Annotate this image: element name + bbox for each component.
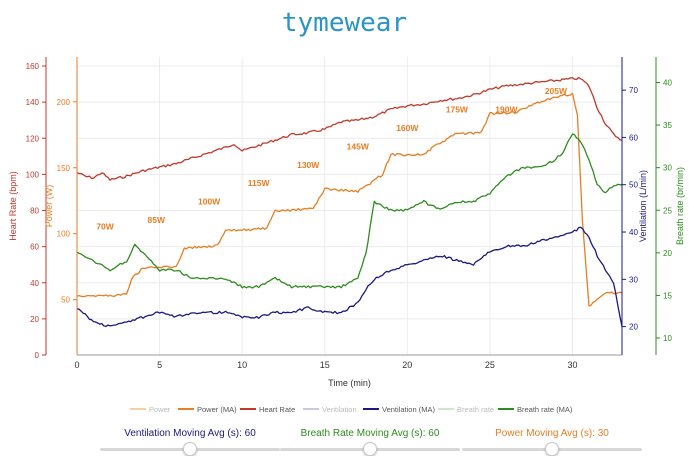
x-axis-title: Time (min) xyxy=(328,378,371,388)
breath-rate-slider-block: Breath Rate Moving Avg (s): 60 xyxy=(280,428,460,456)
power-step-label: 160W xyxy=(396,123,419,133)
legend-label: Power (MA) xyxy=(197,405,237,414)
x-tick-label: 20 xyxy=(402,360,412,370)
legend-item[interactable]: Ventilation xyxy=(303,405,357,414)
breath-rate-tick-label: 15 xyxy=(663,291,672,300)
power-step-label: 115W xyxy=(248,178,271,188)
legend-label: Power xyxy=(149,405,171,414)
breath-rate-slider[interactable] xyxy=(280,441,460,456)
x-tick-label: 25 xyxy=(485,360,495,370)
heart-rate-tick-label: 140 xyxy=(26,98,40,107)
heart-rate-tick-label: 120 xyxy=(26,134,40,143)
power-step-label: 190W xyxy=(495,104,518,114)
x-tick-label: 10 xyxy=(237,360,247,370)
power-slider-block: Power Moving Avg (s): 30 xyxy=(462,428,642,456)
heart-rate-tick-label: 100 xyxy=(26,170,40,179)
series-heart-rate xyxy=(76,76,623,181)
ventilation-slider-block: Ventilation Moving Avg (s): 60 xyxy=(100,428,280,456)
ventilation-slider-label: Ventilation Moving Avg (s): 60 xyxy=(124,428,256,439)
x-tick-label: 5 xyxy=(157,360,162,370)
legend-label: Breath rate xyxy=(457,405,494,414)
breath-rate-slider-label: Breath Rate Moving Avg (s): 60 xyxy=(300,428,440,439)
power-tick-label: 200 xyxy=(57,98,71,107)
chart: 0 5 10 15 20 25 30 0 20 40 60 80 100 120 140 160 Heart R… xyxy=(8,57,685,414)
app-title: tymewear xyxy=(281,8,408,38)
power-axis-title: Power (W) xyxy=(44,185,54,228)
ventilation-tick-label: 60 xyxy=(629,133,638,142)
series-layer xyxy=(76,76,623,328)
legend-item[interactable]: Breath rate (MA) xyxy=(498,405,573,414)
power-step-label: 130W xyxy=(297,160,320,170)
x-tick-label: 30 xyxy=(567,360,577,370)
ventilation-axis-title: Ventilation (L/min) xyxy=(638,170,648,242)
axes: 0 5 10 15 20 25 30 0 20 40 60 80 100 120 140 160 Heart R… xyxy=(8,57,685,388)
ventilation-tick-label: 40 xyxy=(629,228,638,237)
power-step-label: 205W xyxy=(545,86,568,96)
ventilation-tick-label: 30 xyxy=(629,275,638,284)
legend-item[interactable]: Power xyxy=(130,405,171,414)
power-step-label: 145W xyxy=(347,141,370,151)
legend-label: Ventilation xyxy=(322,405,357,414)
x-tick-label: 15 xyxy=(320,360,330,370)
heart-rate-tick-label: 0 xyxy=(35,351,40,360)
power-tick-label: 50 xyxy=(61,296,70,305)
x-tick-label: 0 xyxy=(74,360,79,370)
ventilation-tick-label: 70 xyxy=(629,86,638,95)
heart-rate-tick-label: 160 xyxy=(26,62,40,71)
breath-rate-tick-label: 25 xyxy=(663,206,672,215)
legend-item[interactable]: Heart Rate xyxy=(240,405,295,414)
heart-rate-tick-label: 80 xyxy=(30,207,39,216)
power-slider[interactable] xyxy=(462,441,642,456)
ventilation-tick-label: 20 xyxy=(629,323,638,332)
legend-item[interactable]: Breath rate xyxy=(438,405,494,414)
power-step-label: 100W xyxy=(198,197,221,207)
heart-rate-tick-label: 20 xyxy=(30,315,39,324)
power-step-label: 85W xyxy=(148,215,166,225)
breath-rate-tick-label: 40 xyxy=(663,79,672,88)
legend-label: Breath rate (MA) xyxy=(517,405,573,414)
breath-rate-tick-label: 20 xyxy=(663,249,672,258)
ventilation-tick-label: 50 xyxy=(629,181,638,190)
breath-rate-tick-label: 30 xyxy=(663,164,672,173)
power-tick-label: 100 xyxy=(57,230,71,239)
series-power-ma xyxy=(76,92,623,307)
slider-knob[interactable] xyxy=(545,442,559,456)
power-tick-label: 150 xyxy=(57,164,71,173)
power-step-label: 175W xyxy=(446,104,469,114)
heart-rate-axis-title: Heart Rate (bpm) xyxy=(8,171,18,241)
slider-knob[interactable] xyxy=(183,442,197,456)
series-ventilation-ma xyxy=(76,226,623,328)
legend-label: Heart Rate xyxy=(259,405,295,414)
power-slider-label: Power Moving Avg (s): 30 xyxy=(495,428,609,439)
power-step-label: 70W xyxy=(96,222,114,232)
legend[interactable]: Power Power (MA) Heart Rate Ventilation Vent… xyxy=(130,405,573,414)
slider-knob[interactable] xyxy=(363,442,377,456)
legend-item[interactable]: Ventilation (MA) xyxy=(363,405,435,414)
legend-label: Ventilation (MA) xyxy=(382,405,435,414)
ventilation-slider[interactable] xyxy=(100,441,280,456)
legend-item[interactable]: Power (MA) xyxy=(178,405,237,414)
series-breath-rate-ma xyxy=(76,133,623,289)
breath-rate-axis-title: Breath rate (br/min) xyxy=(675,167,685,245)
breath-rate-tick-label: 10 xyxy=(663,334,672,343)
heart-rate-tick-label: 40 xyxy=(30,279,39,288)
breath-rate-tick-label: 35 xyxy=(663,121,672,130)
heart-rate-tick-label: 60 xyxy=(30,243,39,252)
annotations: 70W 85W 100W 115W 130W 145W 160W 175W 190W 205W xyxy=(96,86,568,232)
